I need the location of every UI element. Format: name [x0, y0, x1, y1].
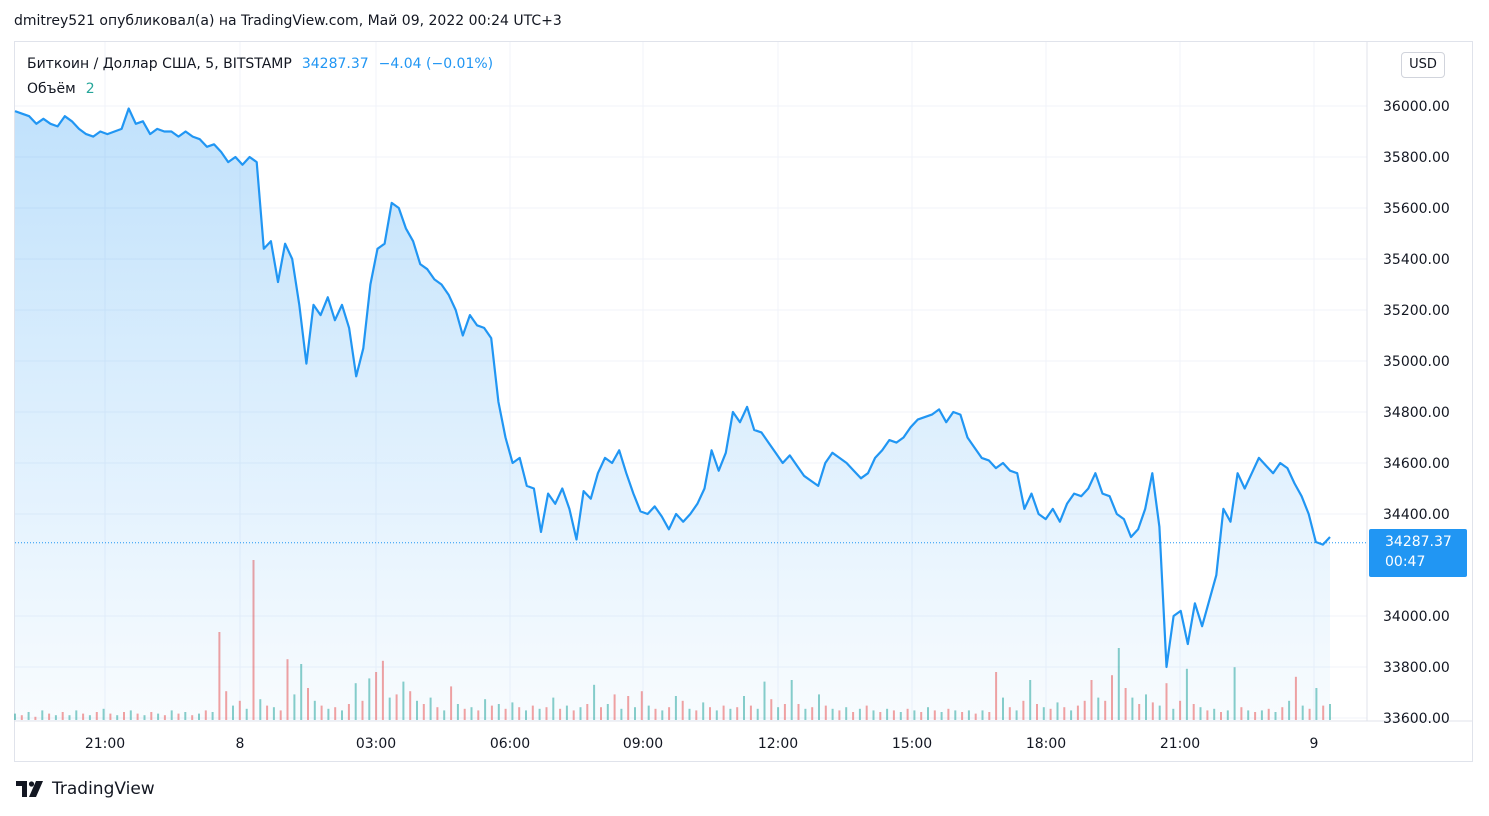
- publication-header: dmitrey521 опубликовал(а) на TradingView…: [14, 13, 562, 29]
- price-tick-label: 34800.00: [1383, 405, 1450, 421]
- time-tick-label: 8: [236, 736, 245, 752]
- time-tick-label: 12:00: [758, 736, 798, 752]
- chart-frame: [14, 41, 1473, 762]
- price-tick-label: 35400.00: [1383, 252, 1450, 268]
- price-tick-label: 35000.00: [1383, 354, 1450, 370]
- symbol-title[interactable]: Биткоин / Доллар США, 5, BITSTAMP: [27, 56, 292, 72]
- price-tick-label: 35800.00: [1383, 150, 1450, 166]
- price-tick-label: 33600.00: [1383, 711, 1450, 727]
- price-tick-label: 34400.00: [1383, 507, 1450, 523]
- time-tick-label: 06:00: [490, 736, 530, 752]
- time-axis: 21:00 8 03:00 06:00 09:00 12:00 15:00 18:00 21:0…: [85, 736, 1319, 752]
- price-tick-label: 33800.00: [1383, 660, 1450, 676]
- price-axis: 36000.00 35800.00 35600.00 35400.00 35200.00…: [1383, 99, 1450, 727]
- time-tick-label: 15:00: [892, 736, 932, 752]
- time-tick-label: 03:00: [356, 736, 396, 752]
- price-tick-label: 35200.00: [1383, 303, 1450, 319]
- price-change: −4.04 (−0.01%): [378, 56, 494, 72]
- time-tick-label: 21:00: [1160, 736, 1200, 752]
- time-tick-label: 18:00: [1026, 736, 1066, 752]
- price-tick-label: 34600.00: [1383, 456, 1450, 472]
- last-price-tag: 34287.37 00:47: [1369, 529, 1467, 577]
- price-area: [15, 108, 1330, 721]
- volume-label[interactable]: Объём: [27, 81, 76, 97]
- last-price: 34287.37: [301, 56, 369, 72]
- brand-name: TradingView: [52, 779, 155, 799]
- time-tick-label: 21:00: [85, 736, 125, 752]
- time-tick-label: 9: [1310, 736, 1319, 752]
- last-price-tag-value: 34287.37: [1385, 534, 1452, 550]
- time-tick-label: 09:00: [623, 736, 663, 752]
- footer-brand[interactable]: TradingView: [16, 779, 155, 799]
- price-tick-label: 34000.00: [1383, 609, 1450, 625]
- tradingview-logo-icon: [16, 781, 43, 797]
- currency-button[interactable]: USD: [1401, 52, 1445, 78]
- bar-countdown: 00:47: [1385, 554, 1426, 570]
- chart-legend: Биткоин / Доллар США, 5, BITSTAMP 34287.…: [27, 55, 493, 105]
- price-line: [14, 107, 1331, 669]
- price-tick-label: 36000.00: [1383, 99, 1450, 115]
- volume-value: 2: [85, 81, 95, 97]
- price-tick-label: 35600.00: [1383, 201, 1450, 217]
